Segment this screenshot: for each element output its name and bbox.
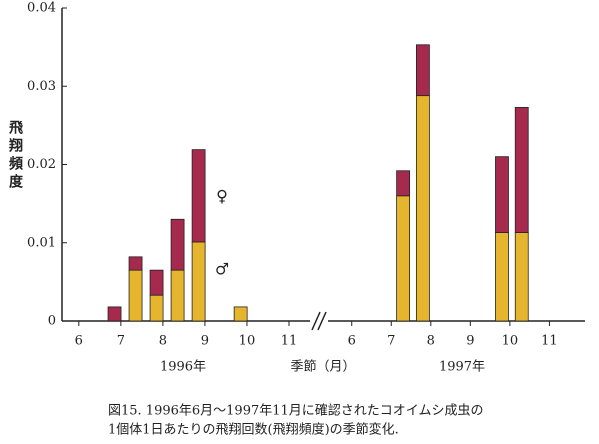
- bar-segment: [396, 170, 411, 197]
- bar-segment: [495, 156, 509, 233]
- axis-break: [311, 311, 321, 331]
- caption-line: 1個体1日あたりの飛翔回数(飛翔頻度)の季節変化.: [108, 422, 399, 438]
- legend-label: ♀: [216, 187, 228, 206]
- bar-segment: [233, 306, 248, 322]
- y-tick-label: 0.02: [27, 157, 56, 172]
- year-label: 1996年: [160, 360, 206, 375]
- x-tick-label: 10: [502, 334, 519, 349]
- bar-segment: [514, 232, 529, 322]
- bar-segment: [415, 44, 430, 97]
- bar-segment: [170, 269, 185, 322]
- x-axis-label: 季節（月）: [290, 360, 355, 375]
- legend-label: ♂: [215, 260, 229, 279]
- x-tick-label: 6: [75, 334, 83, 349]
- bar-segment: [191, 241, 206, 322]
- y-tick-label: 0.01: [27, 235, 56, 250]
- axis-break: [317, 311, 327, 331]
- x-tick-label: 7: [117, 334, 125, 349]
- bar-segment: [415, 95, 430, 322]
- x-tick-label: 6: [348, 334, 356, 349]
- bar-segment: [128, 269, 143, 322]
- y-tick-label: 0: [48, 314, 56, 329]
- bar-segment: [191, 149, 206, 243]
- x-tick-label: 9: [201, 334, 209, 349]
- x-tick-label: 10: [239, 334, 256, 349]
- y-tick-label: 0.04: [27, 1, 56, 16]
- x-tick-label: 11: [541, 334, 558, 349]
- caption-line: 図15. 1996年6月～1997年11月に確認されたコオイムシ成虫の: [108, 403, 484, 419]
- bar-segment: [128, 256, 143, 271]
- x-tick-label: 8: [159, 334, 167, 349]
- bar-segment: [107, 306, 122, 322]
- y-axis-label: 飛翔頻度: [7, 120, 24, 192]
- x-tick-label: 8: [427, 334, 435, 349]
- bar-segment: [396, 195, 411, 322]
- year-label: 1997年: [439, 360, 485, 375]
- bar-segment: [149, 294, 164, 322]
- bar-segment: [170, 218, 185, 271]
- x-tick-label: 11: [281, 334, 298, 349]
- x-tick-label: 9: [466, 334, 474, 349]
- bar-segment: [149, 269, 164, 296]
- x-tick-label: 7: [387, 334, 395, 349]
- bar-segment: [514, 106, 529, 233]
- y-tick-label: 0.03: [27, 79, 56, 94]
- bar-segment: [495, 232, 509, 322]
